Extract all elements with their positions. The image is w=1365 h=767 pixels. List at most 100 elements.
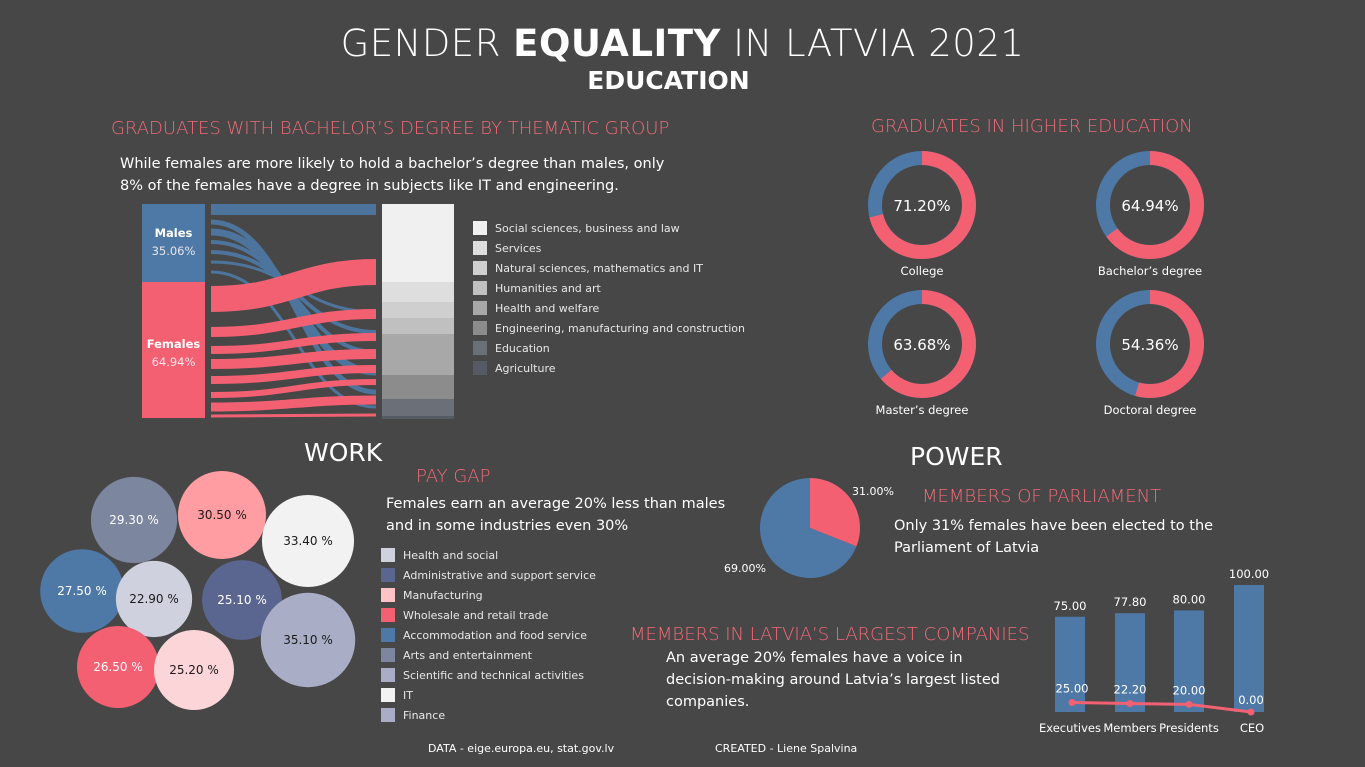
- legend-item: Finance: [381, 705, 596, 725]
- legend-swatch: [381, 588, 395, 602]
- bar-value-label: 77.80: [1114, 595, 1147, 609]
- bubble-label: 25.10 %: [217, 593, 267, 607]
- legend-swatch: [473, 221, 487, 235]
- donut-chart: 54.36%: [1096, 290, 1204, 398]
- donut-value: 63.68%: [893, 336, 950, 354]
- legend-label: Manufacturing: [403, 588, 483, 602]
- line-value-label: 25.00: [1056, 681, 1089, 695]
- companies-note: An average 20% females have a voice in d…: [666, 650, 1000, 710]
- legend-label: Accommodation and food service: [403, 628, 588, 642]
- bubble-label: 35.10 %: [283, 633, 333, 647]
- line-point: [1126, 700, 1134, 708]
- stack-agriculture: [382, 416, 454, 419]
- bubble-label: 29.30 %: [109, 513, 159, 527]
- pie-slice: [760, 478, 857, 578]
- donut-label: Master’s degree: [875, 403, 969, 417]
- legend-swatch: [381, 708, 395, 722]
- donut-label: Doctoral degree: [1103, 403, 1197, 417]
- legend-label: Education: [495, 341, 550, 355]
- legend-swatch: [381, 648, 395, 662]
- legend-swatch: [473, 241, 487, 255]
- parliament-note: Only 31% females have been elected to th…: [894, 518, 1214, 556]
- pie-label: 69.00%: [724, 562, 766, 575]
- line-value-label: 22.20: [1114, 683, 1147, 697]
- stack-education: [382, 399, 454, 418]
- legend-item: Health and welfare: [473, 298, 745, 318]
- bar: [1055, 616, 1085, 712]
- legend-item: Humanities and art: [473, 278, 745, 298]
- parliament-title: MEMBERS OF PARLIAMENT: [922, 486, 1162, 507]
- legend-item: Arts and entertainment: [381, 645, 596, 665]
- donut-female-arc: [1096, 151, 1204, 259]
- bar: [1115, 613, 1145, 712]
- donut-chart: 63.68%: [868, 290, 976, 398]
- legend-label: Social sciences, business and law: [495, 221, 680, 235]
- pay-gap-bubble: [202, 560, 282, 640]
- males-label: Males: [154, 226, 193, 240]
- companies-bar-chart: 75.00 Executives 77.80 Members 80.00 Presiden…: [1039, 567, 1269, 735]
- stack-humanities: [382, 318, 454, 334]
- bar: [1174, 610, 1204, 712]
- legend-swatch: [381, 608, 395, 622]
- males-bar: [142, 204, 205, 282]
- stack-health: [382, 334, 454, 375]
- legend-swatch: [381, 688, 395, 702]
- legend-swatch: [381, 668, 395, 682]
- females-label: Females: [146, 337, 201, 351]
- legend-swatch: [473, 321, 487, 335]
- stack-natural: [382, 302, 454, 318]
- pay-gap-legend: Health and social Administrative and supp…: [381, 545, 596, 725]
- data-source: DATA - eige.europa.eu, stat.gov.lv: [428, 742, 615, 755]
- line-value-label: 20.00: [1173, 683, 1206, 697]
- bachelor-note: While females are more likely to hold a …: [120, 156, 665, 194]
- legend-label: Wholesale and retail trade: [403, 608, 549, 622]
- legend-item: Administrative and support service: [381, 565, 596, 585]
- legend-label: IT: [403, 688, 413, 702]
- stack-engineering: [382, 375, 454, 399]
- legend-label: Engineering, manufacturing and construct…: [495, 321, 745, 335]
- section-subtitle: EDUCATION: [587, 66, 750, 95]
- donut-label: College: [900, 264, 944, 278]
- bubble-label: 27.50 %: [57, 584, 107, 598]
- females-value: 64.94%: [151, 355, 196, 369]
- legend-swatch: [473, 261, 487, 275]
- line-point: [1185, 700, 1193, 708]
- legend-label: Natural sciences, mathematics and IT: [495, 261, 703, 275]
- pie-label: 31.00%: [852, 485, 894, 498]
- donut-female-arc: [868, 151, 976, 259]
- bar: [1234, 585, 1264, 712]
- legend-label: Health and welfare: [495, 301, 600, 315]
- line-series: [1071, 700, 1252, 714]
- title-part: GENDER: [340, 22, 514, 65]
- pay-gap-bubble: [76, 625, 160, 709]
- legend-label: Administrative and support service: [403, 568, 596, 582]
- stack-social: [382, 204, 454, 282]
- sankey-diagram: [142, 204, 454, 419]
- legend-item: Accommodation and food service: [381, 625, 596, 645]
- legend-swatch: [473, 301, 487, 315]
- category-label: Members: [1103, 721, 1156, 735]
- donut-chart: 71.20%: [868, 151, 976, 259]
- companies-title: MEMBERS IN LATVIA’S LARGEST COMPANIES: [630, 624, 1030, 645]
- legend-label: Health and social: [403, 548, 499, 562]
- legend-label: Agriculture: [495, 361, 556, 375]
- legend-label: Services: [495, 241, 542, 255]
- legend-swatch: [473, 361, 487, 375]
- legend-item: Agriculture: [473, 358, 745, 378]
- bubble-label: 33.40 %: [283, 534, 333, 548]
- pie-slice: [810, 478, 860, 547]
- title-emphasis: EQUALITY: [513, 22, 721, 65]
- legend-swatch: [381, 628, 395, 642]
- pay-gap-note: Females earn an average 20% less than ma…: [386, 496, 726, 534]
- legend-item: Scientific and technical activities: [381, 665, 596, 685]
- legend-item: Natural sciences, mathematics and IT: [473, 258, 745, 278]
- legend-item: Engineering, manufacturing and construct…: [473, 318, 745, 338]
- created-by: CREATED - Liene Spalvina: [715, 742, 858, 755]
- category-label: CEO: [1240, 721, 1264, 735]
- pay-gap-bubble: [115, 560, 193, 638]
- legend-swatch: [381, 568, 395, 582]
- donut-value: 54.36%: [1121, 336, 1178, 354]
- parliament-pie-chart: 31.00% 69.00%: [724, 478, 894, 578]
- pay-gap-bubble: [154, 630, 234, 710]
- pay-gap-bubbles: 29.30 % 30.50 % 33.40 % 27.50 % 22.90 % 25.10…: [40, 471, 356, 710]
